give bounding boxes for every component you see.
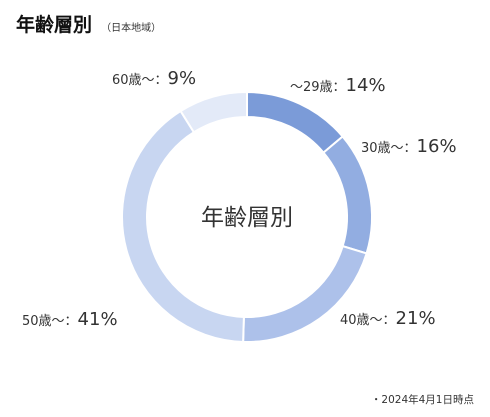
donut-slice-5 xyxy=(179,90,248,134)
slice-label-name: 50歳〜： xyxy=(22,314,78,329)
chart-header: 年齢層別 （日本地域） xyxy=(16,10,161,37)
slice-label-value: 9% xyxy=(168,68,197,89)
slice-label-3: 40歳〜：21% xyxy=(340,308,436,329)
chart-subtitle: （日本地域） xyxy=(101,23,162,34)
donut-slice-1 xyxy=(246,90,345,154)
slice-label-value: 41% xyxy=(78,309,118,330)
slice-label-value: 14% xyxy=(346,75,386,96)
slice-label-name: 40歳〜： xyxy=(340,313,396,328)
slice-label-name: 〜29歳： xyxy=(290,80,346,95)
slice-label-name: 60歳〜： xyxy=(112,73,168,88)
date-footnote: ・2024年4月1日時点 xyxy=(370,394,474,406)
slice-label-value: 21% xyxy=(396,308,436,329)
slice-label-4: 50歳〜：41% xyxy=(22,309,118,330)
slice-label-value: 16% xyxy=(417,136,457,157)
slice-label-5: 60歳〜：9% xyxy=(112,68,196,89)
slice-label-1: 〜29歳：14% xyxy=(290,75,386,96)
slice-label-2: 30歳〜：16% xyxy=(361,136,457,157)
chart-title: 年齢層別 xyxy=(16,14,93,36)
slice-label-name: 30歳〜： xyxy=(361,141,417,156)
center-label: 年齢層別 xyxy=(201,205,293,231)
